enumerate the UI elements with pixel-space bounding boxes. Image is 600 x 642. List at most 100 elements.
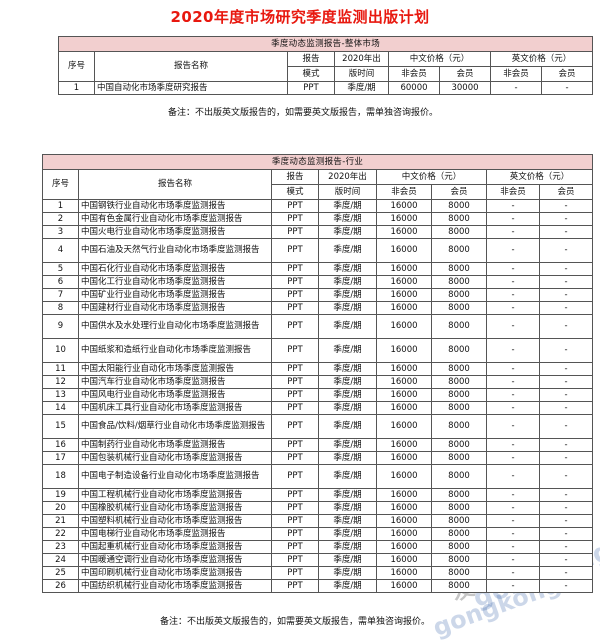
row-mode: PPT [271,464,319,489]
row-cn-price-nonmember: 16000 [376,566,432,580]
row-en-price-member: - [539,362,593,376]
table-row: 13 中国风电行业自动化市场季度监测报告 PPT 季度/期 16000 8000- - [42,388,593,402]
row-cn-price-member: 8000 [431,262,487,276]
row-pubtime: 季度/期 [318,414,377,439]
table-row: 3 中国火电行业自动化市场季度监测报告 PPT 季度/期 16000 8000- - [42,225,593,239]
col-header-mode-line1: 报告 [287,51,335,67]
row-cn-price-nonmember: 16000 [376,225,432,239]
col-header-price-en: 英文价格（元） [486,169,593,185]
table-row: 10 中国纸浆和造纸行业自动化市场季度监测报告 PPT 季度/期 16000 8000- - [42,338,593,363]
row-no: 18 [42,464,79,489]
row-cn-price-nonmember: 16000 [376,438,432,452]
row-en-price-nonmember: - [486,362,540,376]
row-mode: PPT [271,451,319,465]
row-mode: PPT [271,527,319,541]
table-row: 23 中国起重机械行业自动化市场季度监测报告 PPT 季度/期 16000 8000- - [42,540,593,554]
row-no: 11 [42,362,79,376]
row-en-price-nonmember: - [486,540,540,554]
row-mode: PPT [271,199,319,213]
row-mode: PPT [271,288,319,302]
row-mode: PPT [287,81,335,95]
col-header-report-name: 报告名称 [94,51,288,82]
row-cn-price-nonmember: 16000 [376,527,432,541]
row-en-price-nonmember: - [486,314,540,339]
row-cn-price-member: 8000 [431,362,487,376]
row-cn-price-member: 8000 [431,225,487,239]
row-mode: PPT [271,238,319,263]
table-overall-market: 季度动态监测报告-整体市场 序号 报告名称 报告 2020年出 中文价格（元） … [57,36,594,95]
row-mode: PPT [271,338,319,363]
row-en-price-nonmember: - [486,212,540,226]
row-en-price-member: - [539,451,593,465]
table-row: 24 中国暖通空调行业自动化市场季度监测报告 PPT 季度/期 16000 8000- - [42,553,593,567]
row-report-name: 中国供水及水处理行业自动化市场季度监测报告 [78,314,272,339]
row-report-name: 中国包装机械行业自动化市场季度监测报告 [78,451,272,465]
row-en-price-nonmember: - [486,566,540,580]
row-mode: PPT [271,566,319,580]
row-report-name: 中国有色金属行业自动化市场季度监测报告 [78,212,272,226]
row-pubtime: 季度/期 [318,553,377,567]
row-pubtime: 季度/期 [318,401,377,415]
row-en-price-member: - [539,199,593,213]
col-header-no: 序号 [58,51,95,82]
row-report-name: 中国太阳能行业自动化市场季度监测报告 [78,362,272,376]
col-header-pubtime-line1: 2020年出 [318,169,377,185]
row-no: 13 [42,388,79,402]
table-row: 14 中国机床工具行业自动化市场季度监测报告 PPT 季度/期 16000 8000- - [42,401,593,415]
row-cn-price-member: 8000 [431,566,487,580]
row-cn-price-nonmember: 16000 [376,388,432,402]
row-pubtime: 季度/期 [318,288,377,302]
row-pubtime: 季度/期 [318,199,377,213]
row-no: 1 [58,81,95,95]
table-row: 1 中国自动化市场季度研究报告 PPT 季度/期 60000 30000- - [58,81,594,95]
row-en-price-member: - [539,301,593,315]
table-row: 26 中国纺织机械行业自动化市场季度监测报告 PPT 季度/期 16000 8000- - [42,579,593,593]
row-cn-price-member: 8000 [431,199,487,213]
row-mode: PPT [271,225,319,239]
row-pubtime: 季度/期 [318,275,377,289]
row-en-price-nonmember: - [486,579,540,593]
table-row: 11 中国太阳能行业自动化市场季度监测报告 PPT 季度/期 16000 8000- - [42,362,593,376]
row-en-price-nonmember: - [486,338,540,363]
row-mode: PPT [271,579,319,593]
row-pubtime: 季度/期 [334,81,389,95]
row-en-price-nonmember: - [486,514,540,528]
row-en-price-member: - [539,579,593,593]
row-cn-price-member: 8000 [431,527,487,541]
row-mode: PPT [271,375,319,389]
row-mode: PPT [271,553,319,567]
table-row: 7 中国矿业行业自动化市场季度监测报告 PPT 季度/期 16000 8000- - [42,288,593,302]
row-cn-price-nonmember: 16000 [376,301,432,315]
row-cn-price-member: 8000 [431,388,487,402]
row-cn-price-member: 8000 [431,238,487,263]
row-cn-price-member: 8000 [431,553,487,567]
table-row: 25 中国印刷机械行业自动化市场季度监测报告 PPT 季度/期 16000 8000- - [42,566,593,580]
row-mode: PPT [271,501,319,515]
row-report-name: 中国食品/饮料/烟草行业自动化市场季度监测报告 [78,414,272,439]
row-no: 5 [42,262,79,276]
row-pubtime: 季度/期 [318,262,377,276]
row-mode: PPT [271,438,319,452]
row-no: 2 [42,212,79,226]
row-cn-price-nonmember: 16000 [376,451,432,465]
col-header-cn-member: 会员 [439,66,491,82]
row-pubtime: 季度/期 [318,375,377,389]
row-cn-price-member: 8000 [431,275,487,289]
table-row: 22 中国电梯行业自动化市场季度监测报告 PPT 季度/期 16000 8000- - [42,527,593,541]
row-en-price-member: - [539,314,593,339]
row-no: 19 [42,488,79,502]
row-pubtime: 季度/期 [318,501,377,515]
row-no: 25 [42,566,79,580]
row-no: 15 [42,414,79,439]
table-row: 9 中国供水及水处理行业自动化市场季度监测报告 PPT 季度/期 16000 8000- - [42,314,593,339]
row-cn-price-nonmember: 16000 [376,401,432,415]
row-cn-price-nonmember: 16000 [376,238,432,263]
row-cn-price-member: 8000 [431,501,487,515]
row-no: 9 [42,314,79,339]
row-mode: PPT [271,275,319,289]
col-header-price-cn: 中文价格（元） [388,51,491,67]
row-cn-price-nonmember: 16000 [376,488,432,502]
row-no: 3 [42,225,79,239]
row-no: 7 [42,288,79,302]
overall-market-table-body: 1 中国自动化市场季度研究报告 PPT 季度/期 60000 30000- - [58,81,594,95]
